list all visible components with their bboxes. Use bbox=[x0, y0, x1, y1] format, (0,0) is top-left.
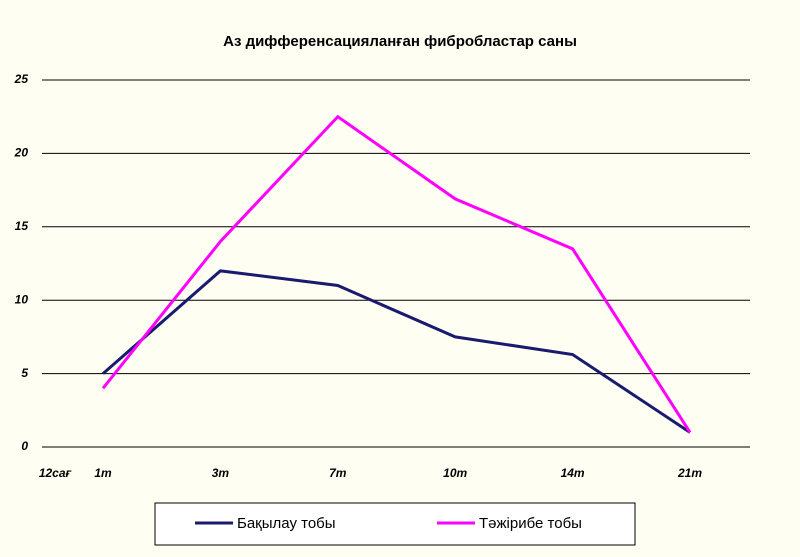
legend-box bbox=[154, 502, 636, 546]
chart-title: Аз дифференсацияланған фибробластар саны bbox=[223, 33, 577, 50]
y-tick-label: 0 bbox=[21, 439, 28, 453]
x-tick-label: 12сағ bbox=[39, 466, 72, 480]
legend-label: Тәжірибе тобы bbox=[479, 515, 582, 532]
x-tick-label: 1т bbox=[94, 466, 112, 480]
y-tick-label: 10 bbox=[15, 292, 29, 306]
x-tick-label: 14т bbox=[561, 466, 585, 480]
x-tick-label: 7т bbox=[329, 466, 347, 480]
x-tick-label: 3т bbox=[212, 466, 230, 480]
y-tick-label: 25 bbox=[14, 72, 29, 86]
x-tick-label: 21т bbox=[677, 466, 702, 480]
legend-label: Бақылау тобы bbox=[237, 515, 336, 532]
series-line bbox=[101, 114, 692, 434]
x-tick-label: 10т bbox=[443, 466, 467, 480]
y-tick-label: 5 bbox=[21, 366, 28, 380]
y-tick-label: 15 bbox=[15, 219, 29, 233]
y-tick-label: 20 bbox=[14, 146, 29, 160]
series-line bbox=[102, 269, 691, 434]
